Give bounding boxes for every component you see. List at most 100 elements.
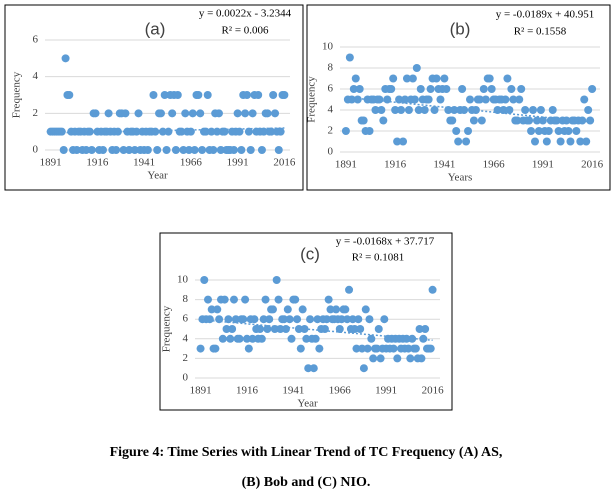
y-tick-label: 8 bbox=[183, 293, 189, 305]
point bbox=[531, 137, 539, 146]
point bbox=[218, 334, 227, 343]
point bbox=[395, 95, 404, 104]
caption-line: (B) Bob and (C) NIO. bbox=[242, 475, 371, 490]
point bbox=[59, 146, 68, 154]
point bbox=[556, 137, 565, 146]
point bbox=[404, 344, 413, 353]
point bbox=[554, 127, 563, 135]
point bbox=[231, 315, 240, 324]
point bbox=[404, 106, 413, 114]
point bbox=[499, 106, 508, 114]
point bbox=[241, 109, 250, 118]
point bbox=[389, 74, 398, 83]
point bbox=[406, 354, 415, 363]
y-tick-label: 6 bbox=[328, 83, 334, 95]
point bbox=[248, 109, 257, 118]
point bbox=[267, 127, 276, 136]
point bbox=[61, 54, 70, 63]
point bbox=[379, 116, 388, 125]
point bbox=[527, 127, 536, 135]
point bbox=[393, 137, 402, 146]
point bbox=[134, 109, 143, 118]
point bbox=[410, 95, 419, 104]
point bbox=[98, 146, 107, 154]
point bbox=[309, 364, 318, 373]
point bbox=[337, 315, 346, 324]
x-tick-label: 2016 bbox=[422, 385, 445, 397]
point bbox=[332, 305, 341, 314]
point bbox=[254, 91, 263, 99]
y-tick-label: 2 bbox=[328, 125, 334, 137]
y-tick-label: 0 bbox=[328, 146, 334, 158]
point bbox=[85, 127, 94, 136]
point bbox=[280, 315, 289, 324]
y-tick-label: 10 bbox=[322, 41, 334, 53]
panel-frame bbox=[306, 4, 611, 191]
point bbox=[487, 85, 496, 93]
point bbox=[250, 315, 259, 324]
point bbox=[179, 146, 188, 154]
y-tick-label: 4 bbox=[328, 104, 334, 116]
point bbox=[205, 315, 214, 324]
point bbox=[324, 295, 333, 304]
point bbox=[534, 127, 543, 135]
point bbox=[399, 137, 408, 146]
x-tick-label: 2016 bbox=[273, 157, 296, 169]
point bbox=[376, 354, 385, 363]
point bbox=[538, 116, 547, 125]
point bbox=[257, 334, 266, 343]
point bbox=[257, 146, 266, 154]
point bbox=[351, 74, 360, 83]
point bbox=[244, 127, 253, 136]
point bbox=[580, 95, 589, 104]
x-tick-label: 1991 bbox=[375, 385, 397, 397]
point bbox=[281, 325, 290, 333]
point bbox=[306, 315, 315, 324]
x-tick-label: 1966 bbox=[180, 157, 203, 169]
point bbox=[203, 295, 212, 304]
point bbox=[228, 325, 237, 333]
point bbox=[211, 344, 220, 353]
point bbox=[513, 116, 522, 125]
point bbox=[239, 315, 248, 324]
point bbox=[525, 116, 534, 125]
point bbox=[471, 106, 480, 114]
y-tick-label: 4 bbox=[33, 70, 39, 82]
point bbox=[298, 305, 307, 314]
point bbox=[420, 106, 429, 114]
point bbox=[283, 305, 292, 314]
point bbox=[521, 106, 530, 114]
x-tick-label: 1916 bbox=[384, 159, 407, 171]
panel-frame bbox=[4, 4, 304, 191]
point bbox=[153, 146, 162, 154]
point bbox=[72, 146, 81, 154]
point bbox=[415, 325, 424, 333]
point bbox=[162, 146, 171, 154]
point bbox=[426, 85, 435, 93]
point bbox=[160, 91, 169, 99]
point bbox=[428, 285, 437, 294]
point bbox=[411, 344, 420, 353]
point bbox=[509, 95, 518, 104]
point bbox=[466, 95, 474, 104]
point bbox=[272, 276, 281, 284]
point bbox=[246, 146, 255, 154]
point bbox=[442, 85, 451, 93]
point bbox=[132, 127, 141, 136]
y-tick-label: 4 bbox=[183, 332, 189, 344]
point bbox=[377, 106, 386, 114]
point bbox=[125, 146, 134, 154]
point bbox=[173, 91, 182, 99]
point bbox=[542, 137, 551, 146]
point bbox=[588, 85, 597, 93]
point bbox=[408, 74, 417, 83]
x-tick-label: 1941 bbox=[282, 385, 304, 397]
y-tick-label: 6 bbox=[183, 313, 189, 325]
y-tick-label: 8 bbox=[328, 62, 334, 74]
point bbox=[397, 106, 406, 114]
point bbox=[224, 315, 233, 324]
y-tick-label: 10 bbox=[177, 274, 189, 286]
point bbox=[274, 295, 283, 304]
point bbox=[544, 127, 553, 135]
caption-line: Figure 4: Time Series with Linear Trend … bbox=[110, 445, 503, 460]
